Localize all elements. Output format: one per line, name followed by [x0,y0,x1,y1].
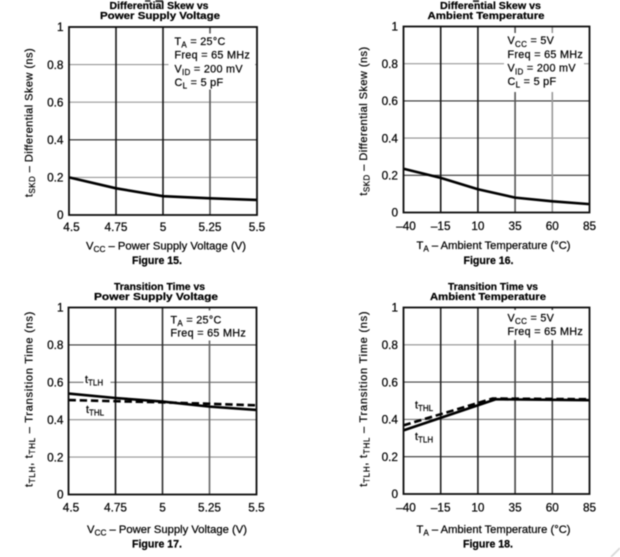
svg-text:VID = 200 mV: VID = 200 mV [508,63,577,77]
svg-text:tTLH, tTHL – Transition Time (: tTLH, tTHL – Transition Time (ns) [24,311,37,487]
svg-text:0.6: 0.6 [47,376,64,390]
svg-text:Differential Skew vs: Differential Skew vs [110,1,209,12]
svg-text:35: 35 [509,501,523,515]
svg-text:5: 5 [159,501,166,515]
svg-text:Freq = 65 MHz: Freq = 65 MHz [175,50,251,62]
svg-text:Power Supply Voltage: Power Supply Voltage [100,11,220,22]
svg-text:Figure 16.: Figure 16. [464,255,514,267]
svg-text:0.2: 0.2 [382,169,398,183]
svg-text:Transition Time vs: Transition Time vs [114,282,205,293]
svg-text:0.2: 0.2 [47,171,63,185]
svg-text:CL = 5 pF: CL = 5 pF [508,76,557,90]
svg-text:Freq = 65 MHz: Freq = 65 MHz [171,327,247,339]
svg-text:0.4: 0.4 [382,413,399,427]
svg-text:–15: –15 [431,219,451,233]
svg-text:0.8: 0.8 [47,338,64,352]
svg-text:85: 85 [583,501,597,515]
svg-text:Figure 18.: Figure 18. [463,539,513,551]
svg-text:5.25: 5.25 [198,501,221,515]
svg-text:0.2: 0.2 [47,450,63,464]
svg-text:0.8: 0.8 [382,338,399,352]
svg-text:4.75: 4.75 [105,220,128,234]
svg-text:1: 1 [57,301,64,315]
svg-text:TA = 25°C: TA = 25°C [171,315,222,329]
svg-text:Power Supply Voltage: Power Supply Voltage [94,292,218,303]
svg-text:CL = 5 pF: CL = 5 pF [175,77,224,91]
svg-text:VCC = 5V: VCC = 5V [508,35,555,49]
svg-text:4.75: 4.75 [104,501,127,515]
svg-text:–40: –40 [396,219,416,233]
svg-text:1: 1 [391,20,398,34]
svg-text:TA = 25°C: TA = 25°C [175,36,226,50]
svg-text:Differential Skew vs: Differential Skew vs [440,1,541,12]
svg-text:0: 0 [391,487,398,501]
svg-text:TA – Ambient Temperature (°C): TA – Ambient Temperature (°C) [417,524,571,538]
svg-text:VCC = 5V: VCC = 5V [508,313,555,327]
svg-text:1: 1 [57,20,64,34]
svg-text:VCC – Power Supply Voltage (V): VCC – Power Supply Voltage (V) [87,524,247,538]
svg-text:4.5: 4.5 [63,501,80,515]
svg-text:10: 10 [471,501,485,515]
svg-text:5.5: 5.5 [248,501,265,515]
svg-text:Freq = 65 MHz: Freq = 65 MHz [508,49,584,61]
svg-text:0: 0 [57,208,64,222]
svg-text:TA – Ambient Temperature (°C): TA – Ambient Temperature (°C) [417,240,571,254]
svg-text:60: 60 [546,501,560,515]
svg-text:35: 35 [509,219,523,233]
svg-text:tSKD – Differential Skew (ns): tSKD – Differential Skew (ns) [358,46,371,195]
svg-text:Ambient Temperature: Ambient Temperature [428,11,545,22]
svg-text:tSKD – Differential Skew (ns): tSKD – Differential Skew (ns) [24,48,37,197]
svg-text:VCC – Power Supply Voltage (V): VCC – Power Supply Voltage (V) [86,241,246,255]
svg-text:0.8: 0.8 [47,58,64,72]
svg-text:5.25: 5.25 [199,220,222,234]
svg-text:10: 10 [471,219,485,233]
svg-text:0: 0 [57,488,64,502]
svg-text:Transition Time vs: Transition Time vs [448,282,538,293]
svg-text:–15: –15 [431,501,451,515]
svg-text:0.8: 0.8 [382,57,399,71]
svg-text:Figure 17.: Figure 17. [132,539,182,551]
svg-text:0.4: 0.4 [47,413,64,427]
svg-text:4.5: 4.5 [63,220,80,234]
svg-text:VID = 200 mV: VID = 200 mV [175,63,244,77]
svg-text:0.4: 0.4 [47,133,64,147]
svg-text:Figure 15.: Figure 15. [132,255,182,267]
svg-text:0: 0 [391,206,398,220]
svg-text:tTLH, tTHL – Transition Time (: tTLH, tTHL – Transition Time (ns) [358,311,371,487]
svg-text:0.6: 0.6 [382,375,399,389]
svg-text:5: 5 [160,220,167,234]
svg-text:60: 60 [546,219,560,233]
svg-text:0.4: 0.4 [382,131,399,145]
svg-text:Ambient Temperature: Ambient Temperature [430,292,546,303]
svg-text:5.5: 5.5 [249,220,266,234]
svg-text:0.6: 0.6 [382,94,399,108]
svg-text:Freq = 65 MHz: Freq = 65 MHz [508,326,584,338]
svg-text:–40: –40 [396,501,416,515]
svg-text:1: 1 [391,301,398,315]
svg-text:0.6: 0.6 [47,95,64,109]
svg-text:85: 85 [583,219,597,233]
svg-text:0.2: 0.2 [382,450,398,464]
